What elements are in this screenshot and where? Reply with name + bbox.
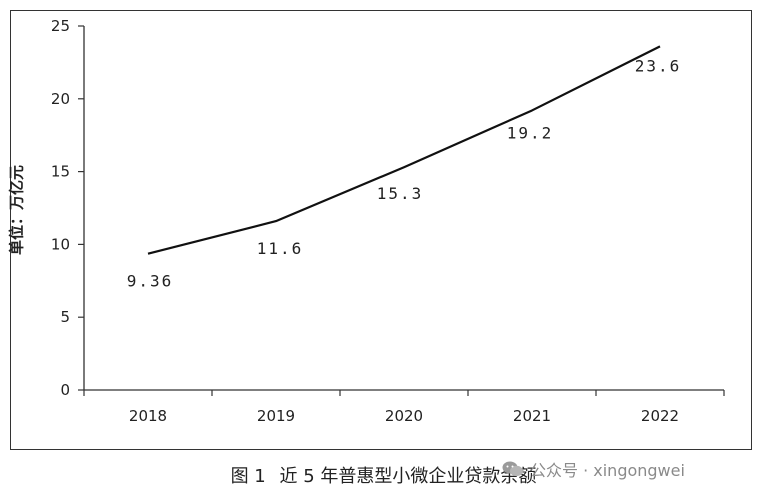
y-axis-label: 单位：万亿元 [7,164,26,256]
y-tick-label: 5 [60,308,70,326]
wechat-icon [502,460,524,478]
figure-caption: 图 1 近 5 年普惠型小微企业贷款余额 [0,462,767,488]
line-chart: 0 5 10 15 20 25 2018 2019 2020 2021 2022 9.36 11.6 15… [51,17,725,425]
series-line [147,45,661,255]
y-tick-label: 20 [51,90,70,108]
x-tick-label: 2019 [257,407,295,425]
y-tick-label: 0 [60,381,70,399]
chart-frame [10,10,752,450]
figure-title: 近 5 年普惠型小微企业贷款余额 [279,466,537,487]
x-tick-label: 2020 [385,407,423,425]
watermark: 公众号 · xingongwei [502,457,685,481]
x-tick-label: 2018 [129,407,167,425]
watermark-text: 公众号 · xingongwei [530,461,685,480]
x-tick-label: 2021 [513,407,551,425]
y-tick-label: 25 [51,17,70,35]
figure-number: 图 1 [230,466,266,487]
y-tick-label: 10 [51,235,70,253]
data-label: 23.6 [635,56,682,75]
x-tick-label: 2022 [641,407,679,425]
data-label: 15.3 [377,184,424,203]
data-label: 9.36 [127,272,174,291]
y-tick-label: 15 [51,163,70,181]
data-label: 11.6 [257,239,304,258]
data-label: 19.2 [507,123,554,142]
